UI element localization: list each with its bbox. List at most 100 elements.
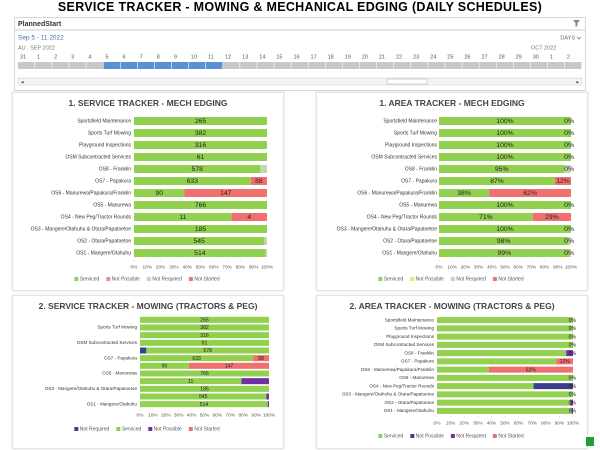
day-cell[interactable] xyxy=(274,62,291,69)
day-cell[interactable] xyxy=(428,62,445,69)
timeline-slicer[interactable]: PlannedStart Sep 5 - 11 2022 DAYS AU , S… xyxy=(14,17,586,91)
legend-swatch xyxy=(106,277,111,281)
bar-segment xyxy=(134,153,267,161)
day-cell[interactable] xyxy=(154,62,172,69)
day-label: 19 xyxy=(345,54,351,60)
data-label: 90 xyxy=(155,190,163,197)
y-tick-label: OS3 - Mangere/Otahuhu & Otara/Papatoetoe xyxy=(337,226,438,232)
data-label: 147 xyxy=(225,363,234,369)
day-cell[interactable] xyxy=(120,62,138,69)
day-cell[interactable] xyxy=(18,62,35,69)
bar-segment xyxy=(437,333,573,340)
legend-swatch xyxy=(492,277,497,281)
data-label: 29% xyxy=(545,214,559,221)
granularity[interactable]: DAYS xyxy=(560,35,575,41)
x-tick-label: 80% xyxy=(236,264,246,270)
day-cell[interactable] xyxy=(52,62,69,69)
bar-segment xyxy=(134,141,267,149)
day-cell[interactable] xyxy=(103,62,120,69)
y-tick-label: OS3 - Mangere/Otahuhu & Otara/Papatoetoe xyxy=(31,226,132,232)
y-tick-label: OS1 - Mangere/Otahuhu xyxy=(87,401,138,406)
y-tick-label: OS3 - Mangere/Otahuhu & Otara/Papatoetoe xyxy=(45,386,138,391)
y-tick-label: OS8 - Franklin xyxy=(404,350,434,355)
day-cell[interactable] xyxy=(479,62,496,69)
bar-segment xyxy=(265,249,267,257)
legend-swatch xyxy=(188,277,193,281)
data-label: 99% xyxy=(498,250,512,257)
x-tick-label: 0% xyxy=(137,412,145,418)
data-label: 11 xyxy=(188,379,193,385)
day-cell[interactable] xyxy=(291,62,308,69)
day-cell[interactable] xyxy=(445,62,462,69)
scroll-right[interactable]: ▸ xyxy=(576,79,579,85)
day-cell[interactable] xyxy=(308,62,326,69)
day-cell[interactable] xyxy=(496,62,514,69)
legend-swatch xyxy=(116,427,121,431)
y-tick-label: Playground Inspections xyxy=(385,142,437,148)
x-tick-label: 90% xyxy=(553,264,563,270)
data-label: 61 xyxy=(202,340,208,346)
day-cell[interactable] xyxy=(223,62,240,69)
x-tick-label: 90% xyxy=(249,264,259,270)
day-label: 27 xyxy=(481,54,487,60)
day-cell[interactable] xyxy=(547,62,565,69)
y-tick-label: OS4 - New Peg/Tractor Rounds xyxy=(369,383,434,388)
day-cell[interactable] xyxy=(86,62,103,69)
bar-segment xyxy=(134,165,261,173)
y-tick-label: OS6 - Manurewa/Papakura/Franklin xyxy=(51,190,131,196)
day-cell[interactable] xyxy=(257,62,274,69)
bar-segment xyxy=(570,399,573,406)
day-cell[interactable] xyxy=(376,62,394,69)
day-cell[interactable] xyxy=(188,62,206,69)
day-cell[interactable] xyxy=(462,62,479,69)
x-tick-label: 80% xyxy=(540,264,550,270)
scroll-thumb[interactable] xyxy=(386,78,428,85)
x-tick-label: 20% xyxy=(156,264,166,270)
day-cell[interactable] xyxy=(206,62,223,69)
y-tick-label: OS2 - Otara/Papatoetoe xyxy=(383,238,437,244)
day-cell[interactable] xyxy=(564,62,582,69)
x-tick-label: 20% xyxy=(161,412,171,418)
day-cell[interactable] xyxy=(240,62,257,69)
legend-label: Not Possible xyxy=(416,276,444,282)
bar-segment xyxy=(134,189,185,197)
scrollbar[interactable] xyxy=(17,77,583,86)
chevron[interactable] xyxy=(576,36,582,40)
x-tick-label: 70% xyxy=(527,420,537,426)
day-cell[interactable] xyxy=(530,62,548,69)
bar-segment xyxy=(437,374,573,381)
x-tick-label: 30% xyxy=(174,412,184,418)
data-label: 100% xyxy=(496,202,513,209)
data-label: 265 xyxy=(200,317,209,323)
scroll-left[interactable]: ◂ xyxy=(21,79,24,85)
day-cell[interactable] xyxy=(69,62,86,69)
day-cell[interactable] xyxy=(171,62,189,69)
x-tick-label: 50% xyxy=(500,420,510,426)
x-tick-label: 50% xyxy=(196,264,206,270)
day-cell[interactable] xyxy=(411,62,428,69)
bar-segment xyxy=(140,316,269,323)
day-label: 2 xyxy=(54,54,57,60)
day-cell[interactable] xyxy=(35,62,52,69)
day-cell[interactable] xyxy=(394,62,411,69)
x-tick-label: 50% xyxy=(200,412,210,418)
legend-label: Serviced xyxy=(384,433,404,439)
bar-segment xyxy=(134,249,266,257)
day-cell[interactable] xyxy=(137,62,155,69)
data-label: 0% xyxy=(564,202,574,209)
bar-segment xyxy=(140,347,147,354)
legend-label: Not Possible xyxy=(112,276,140,282)
data-label: 98% xyxy=(497,238,511,245)
bar-segment xyxy=(250,177,267,185)
day-cell[interactable] xyxy=(342,62,360,69)
bar-segment xyxy=(555,177,571,185)
day-cell[interactable] xyxy=(513,62,531,69)
day-cell[interactable] xyxy=(325,62,343,69)
data-label: 100% xyxy=(496,130,513,137)
bar-segment xyxy=(253,355,269,362)
data-label: 382 xyxy=(200,325,209,331)
day-cell[interactable] xyxy=(359,62,377,69)
legend-label: Not Required xyxy=(456,433,486,439)
filter-icon[interactable] xyxy=(573,20,580,27)
bar-segment xyxy=(488,366,573,373)
